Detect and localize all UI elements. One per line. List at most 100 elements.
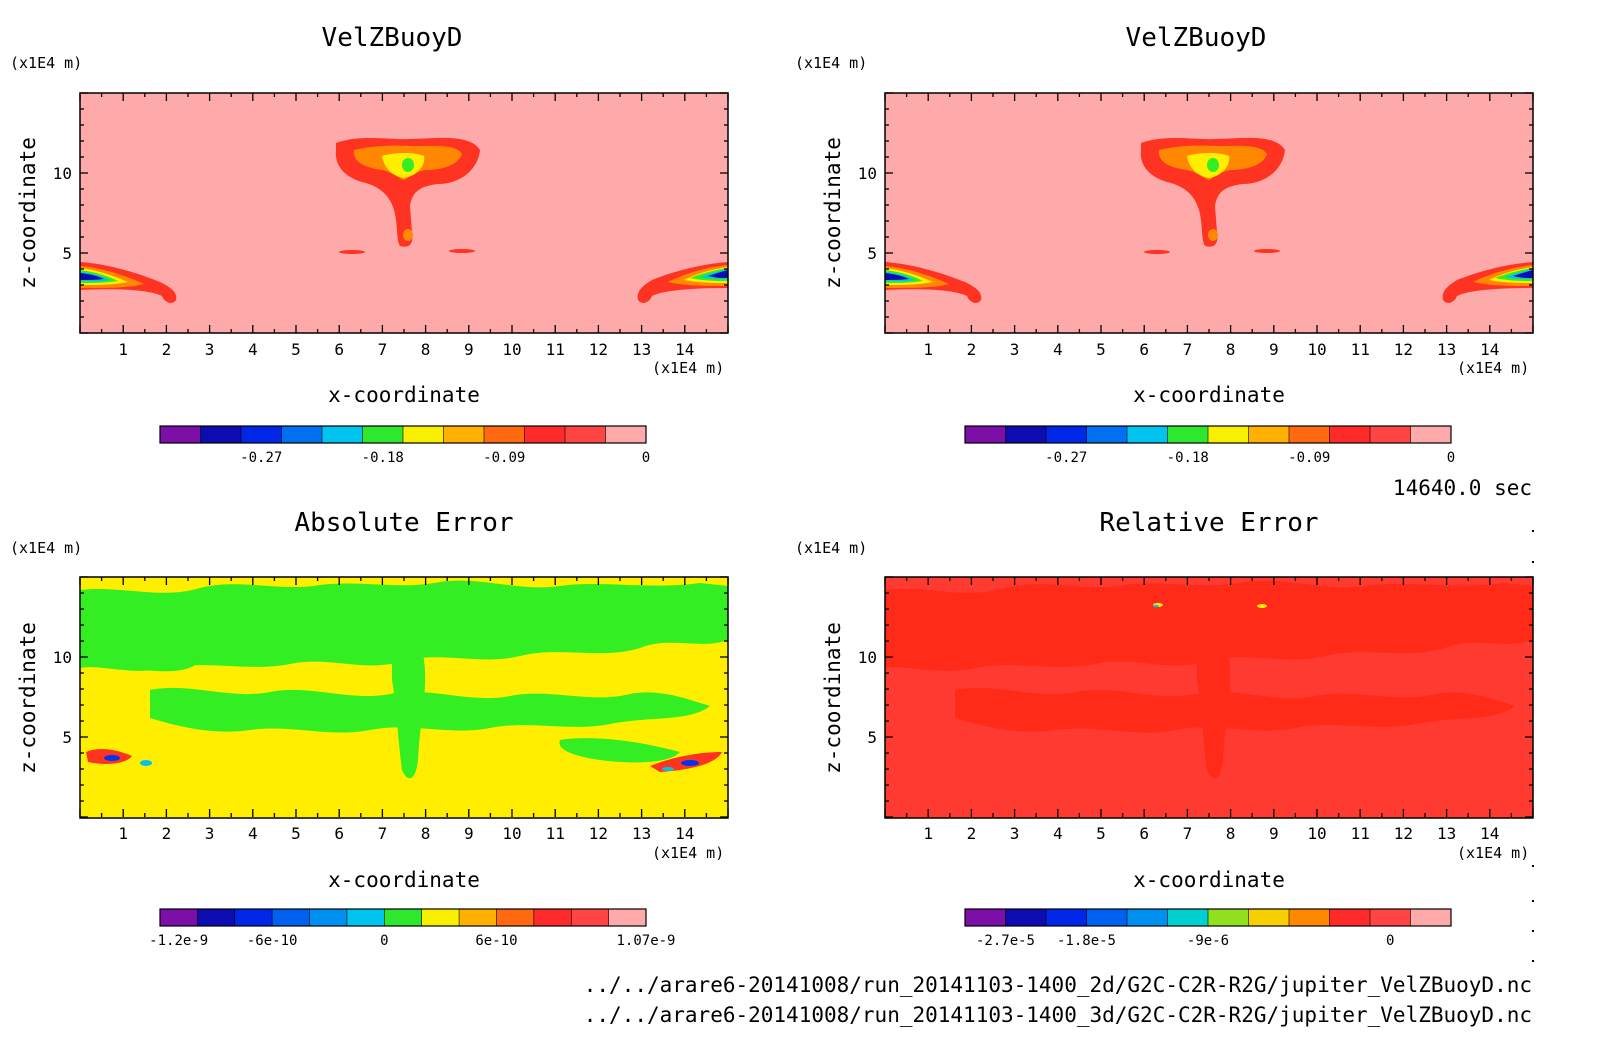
colorbar-swatch <box>1329 426 1371 443</box>
colorbar-label: -0.09 <box>1288 450 1330 466</box>
x-tick-label: 3 <box>205 340 215 359</box>
small-yellow-spot <box>1257 604 1267 608</box>
colorbar: -0.27 -0.18 -0.09 0 <box>964 425 1455 466</box>
margin-dots <box>1532 530 1534 962</box>
colorbar-frame <box>964 425 1452 444</box>
plume-orange-spot <box>403 229 413 241</box>
x-tick-label: 10 <box>502 824 521 843</box>
time-label: 14640.0 sec <box>1393 476 1532 500</box>
left-error-blue-core <box>104 755 120 761</box>
panel-absolute-error: Absolute Error (x1E4 m) 1 2 3 4 5 6 7 8 9 10 11 12 1… <box>10 508 729 949</box>
x-tick-label: 11 <box>546 340 565 359</box>
x-tick-labels: 1 2 3 4 5 6 7 8 9 10 11 12 13 14 <box>118 824 694 843</box>
x-tick-label: 10 <box>502 340 521 359</box>
colorbar-swatch <box>571 909 610 926</box>
colorbar-swatch <box>160 909 198 926</box>
colorbar-swatch <box>346 909 385 926</box>
y-tick-label: 10 <box>858 648 877 667</box>
axis-ticks <box>884 92 1534 334</box>
colorbar-swatch <box>200 426 242 443</box>
x-tick-label: 14 <box>675 340 694 359</box>
colorbar-swatch <box>1289 426 1330 443</box>
x-tick-label: 14 <box>1480 824 1499 843</box>
colorbar-frame <box>159 908 647 927</box>
colorbar-label: 0 <box>1386 933 1394 949</box>
panel-title: VelZBuoyD <box>322 23 463 53</box>
x-tick-label: 13 <box>1437 824 1456 843</box>
y-tick-label: 5 <box>867 244 877 263</box>
colorbar-label: 0 <box>642 450 650 466</box>
x-tick-label: 14 <box>675 824 694 843</box>
colorbar-swatch <box>524 426 566 443</box>
plot-field <box>884 92 1534 334</box>
x-tick-label: 8 <box>421 824 431 843</box>
x-unit-label: (x1E4 m) <box>1457 359 1529 377</box>
colorbar-label: -9e-6 <box>1187 933 1229 949</box>
x-tick-label: 10 <box>1307 340 1326 359</box>
colorbar-label: -0.18 <box>1167 450 1209 466</box>
colorbar-label: 1.07e-9 <box>616 933 675 949</box>
small-red-streak-left <box>339 250 365 254</box>
small-red-streak-left <box>1144 250 1170 254</box>
x-tick-label: 4 <box>248 824 258 843</box>
x-tick-label: 11 <box>1351 340 1370 359</box>
colorbar-frame <box>159 425 647 444</box>
colorbar-swatch <box>241 426 282 443</box>
colorbar-label: 6e-10 <box>475 933 517 949</box>
x-tick-label: 3 <box>205 824 215 843</box>
colorbar-label: -2.7e-5 <box>976 933 1035 949</box>
colorbar-label: -6e-10 <box>247 933 298 949</box>
right-error-blue-core <box>681 760 699 766</box>
x-tick-labels: 1 2 3 4 5 6 7 8 9 10 11 12 13 14 <box>923 824 1499 843</box>
colorbar: -2.7e-5 -1.8e-5 -9e-6 0 <box>964 908 1452 949</box>
x-tick-label: 13 <box>1437 340 1456 359</box>
x-tick-labels: 1 2 3 4 5 6 7 8 9 10 11 12 13 14 <box>923 340 1499 359</box>
plot-field <box>79 576 729 819</box>
x-tick-label: 5 <box>1096 824 1106 843</box>
axis-ticks <box>884 576 1534 818</box>
x-tick-label: 12 <box>589 824 608 843</box>
x-unit-label: (x1E4 m) <box>1457 844 1529 862</box>
dot <box>1532 561 1534 563</box>
y-tick-label: 10 <box>53 648 72 667</box>
green-plume-column <box>392 635 426 779</box>
colorbar-label: -0.18 <box>362 450 404 466</box>
colorbar-swatch <box>1167 909 1209 926</box>
x-tick-label: 2 <box>162 824 172 843</box>
x-axis-label: x-coordinate <box>328 383 480 407</box>
plume-green-core <box>402 158 414 172</box>
x-tick-label: 9 <box>464 340 474 359</box>
x-unit-label: (x1E4 m) <box>652 359 724 377</box>
x-tick-label: 4 <box>248 340 258 359</box>
x-tick-label: 7 <box>378 340 388 359</box>
x-tick-label: 9 <box>1269 824 1279 843</box>
colorbar-swatch <box>1248 909 1290 926</box>
colorbar-swatch <box>403 426 444 443</box>
x-tick-label: 1 <box>923 340 933 359</box>
colorbar-swatch <box>1370 426 1411 443</box>
x-tick-label: 7 <box>1183 340 1193 359</box>
colorbar-swatch <box>605 426 647 443</box>
dot <box>1532 930 1534 932</box>
colorbar-frame <box>964 908 1452 927</box>
x-tick-label: 12 <box>1394 340 1413 359</box>
red-plume-column <box>1197 635 1231 779</box>
x-tick-label: 8 <box>421 340 431 359</box>
y-axis-label: z-coordinate <box>821 622 845 774</box>
colorbar-label: -0.09 <box>483 450 525 466</box>
colorbar-swatch <box>533 909 572 926</box>
y-tick-labels: 5 10 <box>53 164 72 263</box>
colorbar-swatch <box>1127 909 1168 926</box>
file-path-2d: ../../arare6-20141008/run_20141103-1400_… <box>584 973 1532 997</box>
colorbar-swatch <box>608 909 647 926</box>
x-tick-label: 12 <box>589 340 608 359</box>
colorbar-swatch <box>1410 426 1452 443</box>
y-tick-label: 5 <box>867 728 877 747</box>
x-tick-label: 2 <box>967 824 977 843</box>
y-unit-label: (x1E4 m) <box>795 539 867 557</box>
x-tick-labels: 1 2 3 4 5 6 7 8 9 10 11 12 13 14 <box>118 340 694 359</box>
x-tick-label: 14 <box>1480 340 1499 359</box>
y-tick-label: 5 <box>62 244 72 263</box>
colorbar-swatch <box>322 426 363 443</box>
dot <box>1532 530 1534 532</box>
